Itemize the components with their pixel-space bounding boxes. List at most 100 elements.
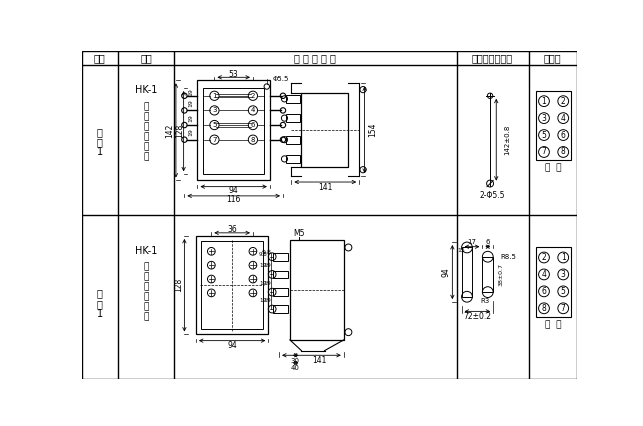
Text: 2-Φ5.5: 2-Φ5.5 xyxy=(480,190,505,200)
Text: 图: 图 xyxy=(96,137,103,147)
Text: 7: 7 xyxy=(541,147,547,156)
Bar xyxy=(201,241,263,329)
Text: 19: 19 xyxy=(189,99,194,107)
Text: 接: 接 xyxy=(143,302,149,311)
Text: 142: 142 xyxy=(165,123,174,138)
Text: 9.8: 9.8 xyxy=(262,250,272,255)
Text: 142±0.8: 142±0.8 xyxy=(504,124,510,155)
Text: 图号: 图号 xyxy=(94,53,105,63)
Text: 接: 接 xyxy=(143,142,149,151)
Text: 端子图: 端子图 xyxy=(543,53,561,63)
Text: 19: 19 xyxy=(189,114,194,122)
Text: 19: 19 xyxy=(263,263,271,268)
Text: 线: 线 xyxy=(143,312,149,321)
Text: 6: 6 xyxy=(561,130,566,140)
Text: 6: 6 xyxy=(541,287,547,296)
Text: R8.5: R8.5 xyxy=(501,254,516,260)
Bar xyxy=(536,91,571,161)
Text: 19: 19 xyxy=(259,263,266,268)
Text: 5: 5 xyxy=(541,130,547,140)
Text: 30: 30 xyxy=(291,358,300,364)
Bar xyxy=(196,236,268,334)
Text: 前  视: 前 视 xyxy=(545,164,561,173)
Text: 9.8: 9.8 xyxy=(258,252,267,257)
Text: 19: 19 xyxy=(189,88,194,96)
Text: 出: 出 xyxy=(143,112,149,121)
Text: 式: 式 xyxy=(143,122,149,131)
Text: 出: 出 xyxy=(143,272,149,281)
Text: 19: 19 xyxy=(259,281,266,286)
Bar xyxy=(482,257,493,292)
Text: 图: 图 xyxy=(96,299,103,309)
Text: 3: 3 xyxy=(561,270,566,279)
Text: Φ5.5: Φ5.5 xyxy=(273,76,289,82)
Bar xyxy=(286,155,300,163)
Text: 外 形 尺 寸 图: 外 形 尺 寸 图 xyxy=(294,53,336,63)
Text: 3: 3 xyxy=(212,107,217,113)
Text: 4: 4 xyxy=(561,114,566,123)
Text: 94: 94 xyxy=(229,186,239,195)
Text: M5: M5 xyxy=(293,229,305,238)
Bar xyxy=(197,81,270,181)
Text: 8: 8 xyxy=(561,147,566,156)
Text: 8: 8 xyxy=(541,304,547,313)
Text: 1: 1 xyxy=(541,97,547,106)
Text: 凸: 凸 xyxy=(143,262,149,271)
Text: 1: 1 xyxy=(96,147,103,157)
Bar xyxy=(290,240,344,340)
Text: 1: 1 xyxy=(561,253,566,262)
Text: 2: 2 xyxy=(561,97,566,106)
Text: 6: 6 xyxy=(251,122,255,128)
Text: 6: 6 xyxy=(485,239,490,245)
Text: 53: 53 xyxy=(229,70,239,79)
Bar xyxy=(273,305,288,313)
Text: 128: 128 xyxy=(174,278,183,292)
Bar xyxy=(203,88,264,174)
Bar xyxy=(302,93,348,167)
Text: 4: 4 xyxy=(251,107,255,113)
Text: 3: 3 xyxy=(541,114,547,123)
Text: 后: 后 xyxy=(143,292,149,301)
Text: 附: 附 xyxy=(96,289,103,299)
Bar xyxy=(462,248,473,297)
Text: 2: 2 xyxy=(541,253,547,262)
Text: HK-1: HK-1 xyxy=(134,246,157,256)
Text: 19: 19 xyxy=(189,128,194,136)
Text: 式: 式 xyxy=(143,282,149,291)
Bar xyxy=(536,248,571,317)
Text: 17: 17 xyxy=(467,239,476,245)
Bar xyxy=(286,114,300,122)
Text: 19: 19 xyxy=(263,281,271,286)
Bar xyxy=(286,136,300,144)
Text: 141: 141 xyxy=(312,356,327,365)
Text: 128: 128 xyxy=(176,124,185,138)
Text: 8: 8 xyxy=(251,137,255,143)
Text: 116: 116 xyxy=(226,195,241,204)
Text: 5: 5 xyxy=(212,122,217,128)
Text: 141: 141 xyxy=(318,183,332,192)
Text: 安装开孔尺寸圈: 安装开孔尺寸圈 xyxy=(472,53,513,63)
Text: 前: 前 xyxy=(143,132,149,141)
Text: 154: 154 xyxy=(368,122,377,137)
Bar xyxy=(273,253,288,261)
Text: 36: 36 xyxy=(227,225,237,234)
Bar xyxy=(273,288,288,296)
Text: 5: 5 xyxy=(561,287,566,296)
Text: 1: 1 xyxy=(212,93,217,99)
Bar xyxy=(273,271,288,278)
Text: 凸: 凸 xyxy=(143,102,149,111)
Text: 19: 19 xyxy=(263,298,271,303)
Text: 背  视: 背 视 xyxy=(545,320,561,329)
Text: 72±0.2: 72±0.2 xyxy=(464,312,491,321)
Text: 4: 4 xyxy=(541,270,547,279)
Text: R3: R3 xyxy=(480,298,489,304)
Text: 7: 7 xyxy=(212,137,217,143)
Text: 2: 2 xyxy=(251,93,255,99)
Bar xyxy=(286,95,300,103)
Text: 38±0.7: 38±0.7 xyxy=(498,263,503,286)
Text: 线: 线 xyxy=(143,152,149,161)
Text: 结构: 结构 xyxy=(140,53,152,63)
Text: 附: 附 xyxy=(96,127,103,137)
Text: 94: 94 xyxy=(227,341,237,350)
Text: 1: 1 xyxy=(96,309,103,319)
